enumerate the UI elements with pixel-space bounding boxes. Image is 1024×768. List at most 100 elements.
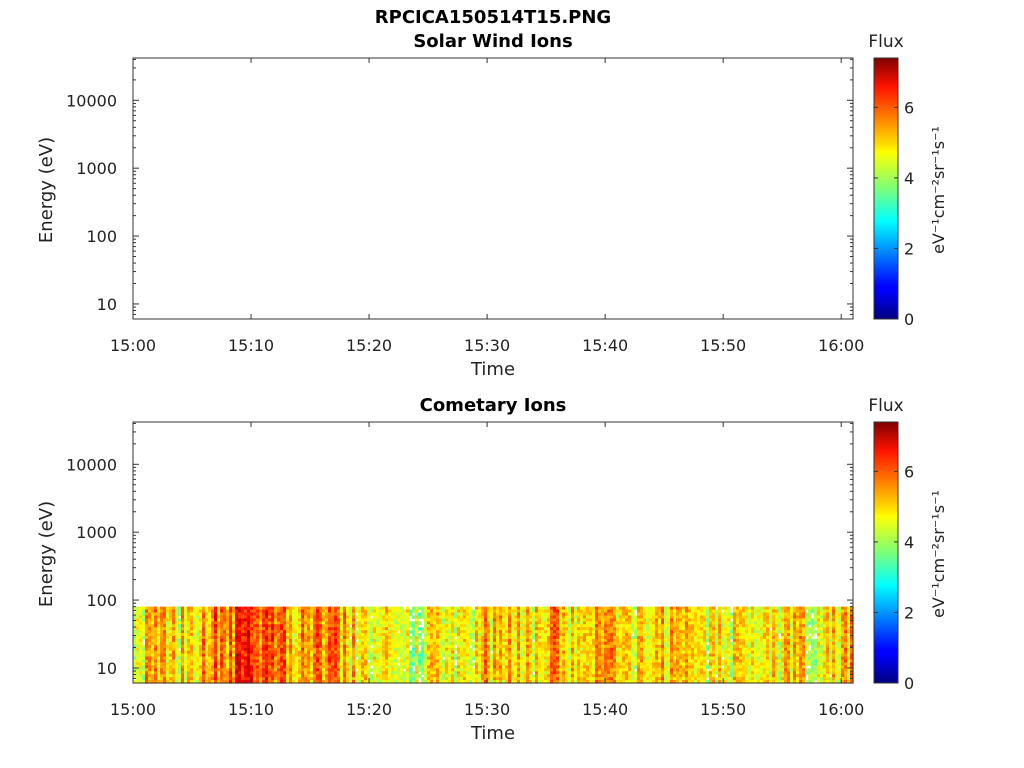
heatmap-cell	[571, 609, 575, 614]
heatmap-cell	[304, 638, 308, 643]
heatmap-cell	[181, 653, 185, 658]
heatmap-cell	[415, 612, 419, 617]
heatmap-cell	[490, 677, 494, 681]
heatmap-cell	[151, 615, 155, 619]
heatmap-cell	[406, 662, 410, 666]
heatmap-cell	[199, 615, 203, 619]
heatmap-cell	[478, 665, 482, 669]
heatmap-cell	[457, 647, 461, 652]
heatmap-cell	[607, 680, 611, 684]
heatmap-cell	[235, 612, 239, 617]
heatmap-cell	[346, 662, 350, 666]
heatmap-cell	[550, 671, 554, 675]
heatmap-cell	[223, 659, 227, 664]
heatmap-cell	[316, 621, 320, 625]
heatmap-cell	[184, 606, 188, 611]
heatmap-cell	[229, 644, 233, 649]
heatmap-cell	[472, 656, 476, 661]
heatmap-cell	[139, 680, 143, 684]
heatmap-cell	[199, 636, 203, 640]
heatmap-cell	[490, 680, 494, 684]
heatmap-cell	[256, 612, 260, 617]
heatmap-cell	[400, 665, 404, 669]
heatmap-cell	[580, 677, 584, 681]
heatmap-cell	[220, 636, 224, 640]
heatmap-cell	[469, 618, 473, 622]
heatmap-cell	[493, 641, 497, 646]
heatmap-cell	[388, 624, 392, 628]
heatmap-cell	[364, 615, 368, 619]
heatmap-cell	[448, 650, 452, 655]
heatmap-cell	[613, 636, 617, 640]
heatmap-cell	[289, 627, 293, 631]
heatmap-cell	[601, 609, 605, 614]
heatmap-cell	[379, 677, 383, 681]
heatmap-cell	[670, 606, 674, 611]
heatmap-cell	[430, 627, 434, 631]
heatmap-cell	[490, 671, 494, 675]
heatmap-cell	[538, 618, 542, 622]
heatmap-cell	[223, 641, 227, 646]
heatmap-cell	[139, 609, 143, 614]
heatmap-cell	[253, 638, 257, 643]
heatmap-cell	[529, 627, 533, 631]
heatmap-cell	[541, 636, 545, 640]
heatmap-cell	[364, 656, 368, 661]
heatmap-cell	[469, 627, 473, 631]
solar-wind-ytick-label: 100	[86, 227, 117, 246]
heatmap-cell	[565, 612, 569, 617]
heatmap-cell	[196, 630, 200, 634]
heatmap-cell	[481, 633, 485, 637]
heatmap-cell	[529, 638, 533, 643]
heatmap-cell	[295, 650, 299, 655]
heatmap-cell	[421, 647, 425, 652]
heatmap-cell	[175, 627, 179, 631]
heatmap-cell	[403, 618, 407, 622]
heatmap-cell	[229, 615, 233, 619]
heatmap-cell	[694, 633, 698, 637]
heatmap-cell	[154, 612, 158, 617]
heatmap-cell	[526, 621, 530, 625]
heatmap-cell	[187, 671, 191, 675]
heatmap-cell	[535, 627, 539, 631]
heatmap-cell	[598, 606, 602, 611]
heatmap-cell	[265, 638, 269, 643]
heatmap-cell	[310, 677, 314, 681]
heatmap-cell	[436, 618, 440, 622]
heatmap-cell	[157, 647, 161, 652]
heatmap-cell	[271, 636, 275, 640]
heatmap-cell	[496, 680, 500, 684]
heatmap-cell	[610, 668, 614, 672]
heatmap-cell	[175, 615, 179, 619]
heatmap-cell	[556, 624, 560, 628]
heatmap-cell	[157, 650, 161, 655]
heatmap-cell	[331, 680, 335, 684]
heatmap-cell	[586, 606, 590, 611]
heatmap-cell	[199, 633, 203, 637]
heatmap-cell	[481, 662, 485, 666]
heatmap-cell	[235, 633, 239, 637]
heatmap-cell	[520, 636, 524, 640]
heatmap-cell	[178, 680, 182, 684]
heatmap-cell	[166, 680, 170, 684]
heatmap-cell	[169, 638, 173, 643]
heatmap-cell	[472, 671, 476, 675]
heatmap-cell	[298, 624, 302, 628]
heatmap-cell	[700, 659, 704, 664]
heatmap-cell	[268, 656, 272, 661]
heatmap-cell	[199, 659, 203, 664]
heatmap-cell	[637, 627, 641, 631]
heatmap-cell	[232, 633, 236, 637]
heatmap-cell	[610, 627, 614, 631]
heatmap-cell	[415, 633, 419, 637]
heatmap-cell	[505, 618, 509, 622]
heatmap-cell	[229, 650, 233, 655]
heatmap-cell	[586, 674, 590, 678]
heatmap-cell	[388, 668, 392, 672]
heatmap-cell	[487, 636, 491, 640]
heatmap-cell	[697, 612, 701, 617]
solar-wind-xtick-label: 15:00	[110, 336, 156, 355]
heatmap-cell	[328, 668, 332, 672]
heatmap-cell	[214, 612, 218, 617]
heatmap-cell	[391, 671, 395, 675]
